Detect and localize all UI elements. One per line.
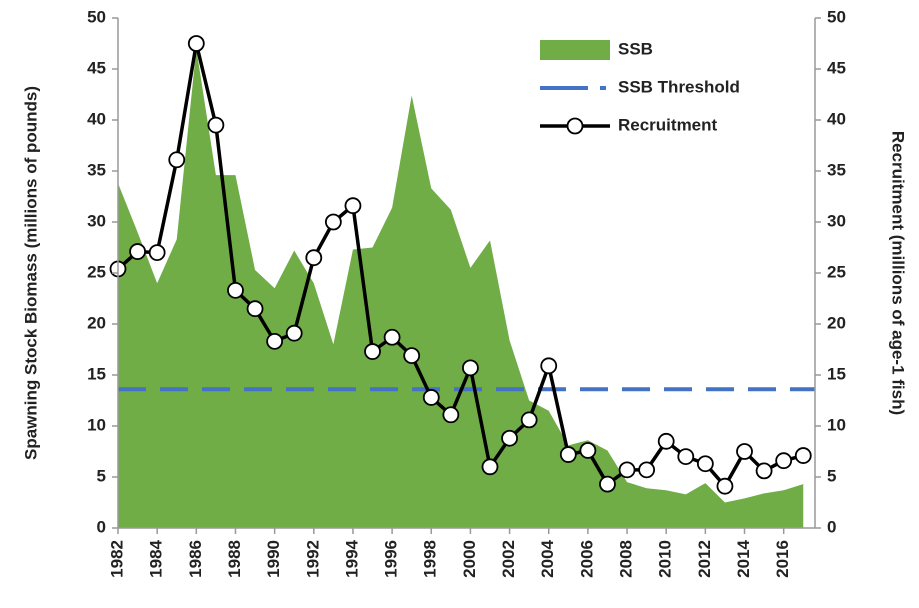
recruitment-point xyxy=(559,446,577,463)
recruitment-point xyxy=(442,406,460,424)
y-tick-label: 0 xyxy=(97,517,106,536)
x-tick-label: 2004 xyxy=(538,539,557,577)
x-tick-label: 2006 xyxy=(577,540,596,578)
recruitment-point xyxy=(403,347,421,365)
recruitment-point xyxy=(794,447,812,464)
x-tick-label: 2012 xyxy=(695,540,714,578)
recruitment-point xyxy=(305,249,323,267)
recruitment-point xyxy=(422,389,440,406)
y2-tick-label: 40 xyxy=(827,109,846,128)
recruitment-point xyxy=(677,448,695,466)
y-tick-label: 35 xyxy=(87,160,106,179)
recruitment-point xyxy=(168,151,186,169)
x-tick-label: 2000 xyxy=(460,540,479,578)
y2-tick-label: 10 xyxy=(827,415,846,434)
recruitment-point xyxy=(383,328,401,346)
y-tick-label: 45 xyxy=(87,58,106,77)
legend-swatch xyxy=(566,117,584,135)
recruitment-point xyxy=(187,35,205,52)
x-tick-label: 1992 xyxy=(303,540,322,578)
y-tick-label: 50 xyxy=(87,7,106,26)
recruitment-point xyxy=(344,197,362,215)
y-tick-label: 25 xyxy=(87,262,106,281)
recruitment-point xyxy=(462,359,479,377)
recruitment-point xyxy=(638,461,656,479)
x-tick-label: 1986 xyxy=(186,540,205,578)
legend-label: SSB Threshold xyxy=(618,77,740,96)
y2-tick-label: 25 xyxy=(827,262,846,281)
recruitment-point xyxy=(540,357,558,375)
x-tick-label: 1990 xyxy=(264,540,283,578)
x-tick-label: 2010 xyxy=(656,540,675,578)
recruitment-point xyxy=(579,442,597,459)
y2-tick-label: 0 xyxy=(827,517,836,536)
x-tick-label: 1988 xyxy=(225,540,244,578)
recruitment-point xyxy=(266,332,284,350)
recruitment-point xyxy=(618,461,636,479)
x-tick-label: 1982 xyxy=(107,540,126,578)
x-tick-label: 2014 xyxy=(734,539,753,577)
recruitment-point xyxy=(246,300,264,318)
y-tick-label: 20 xyxy=(87,313,106,332)
recruitment-point xyxy=(148,244,166,262)
legend-label: Recruitment xyxy=(618,115,718,134)
y2-tick-label: 15 xyxy=(827,364,846,383)
ssb-area xyxy=(118,48,804,528)
y2-tick-label: 45 xyxy=(827,58,846,77)
legend-label: SSB xyxy=(618,39,653,58)
y-tick-label: 5 xyxy=(97,466,106,485)
recruitment-point xyxy=(481,458,499,476)
y-axis-label: Spawning Stock Biomass (millions of poun… xyxy=(21,86,40,460)
x-tick-label: 2016 xyxy=(773,540,792,578)
x-tick-label: 2008 xyxy=(617,540,636,578)
recruitment-point xyxy=(716,477,734,495)
y2-tick-label: 35 xyxy=(827,160,846,179)
recruitment-point xyxy=(364,343,381,360)
recruitment-point xyxy=(755,462,773,480)
y-tick-label: 30 xyxy=(87,211,106,230)
recruitment-point xyxy=(520,411,538,429)
recruitment-point xyxy=(227,281,244,299)
x-tick-label: 1984 xyxy=(147,539,166,577)
y2-tick-label: 20 xyxy=(827,313,846,332)
x-tick-label: 1996 xyxy=(382,540,401,578)
recruitment-point xyxy=(599,475,616,493)
y2-tick-label: 30 xyxy=(827,211,846,230)
recruitment-point xyxy=(207,116,225,134)
x-tick-label: 1994 xyxy=(342,539,361,577)
recruitment-point xyxy=(736,443,753,460)
y2-axis-label: Recruitment (millions of age-1 fish) xyxy=(889,131,908,415)
y2-tick-label: 5 xyxy=(827,466,836,485)
recruitment-point xyxy=(696,455,714,473)
recruitment-point xyxy=(285,324,303,342)
y-tick-label: 40 xyxy=(87,109,106,128)
y-tick-label: 10 xyxy=(87,415,106,434)
y2-tick-label: 50 xyxy=(827,7,846,26)
recruitment-point xyxy=(775,452,793,470)
legend-swatch xyxy=(540,40,610,60)
recruitment-point xyxy=(324,213,342,231)
x-tick-label: 2002 xyxy=(499,540,518,578)
recruitment-point xyxy=(501,429,518,447)
recruitment-point xyxy=(129,243,146,260)
recruitment-point xyxy=(657,432,675,450)
y-tick-label: 15 xyxy=(87,364,106,383)
x-tick-label: 1998 xyxy=(421,540,440,578)
